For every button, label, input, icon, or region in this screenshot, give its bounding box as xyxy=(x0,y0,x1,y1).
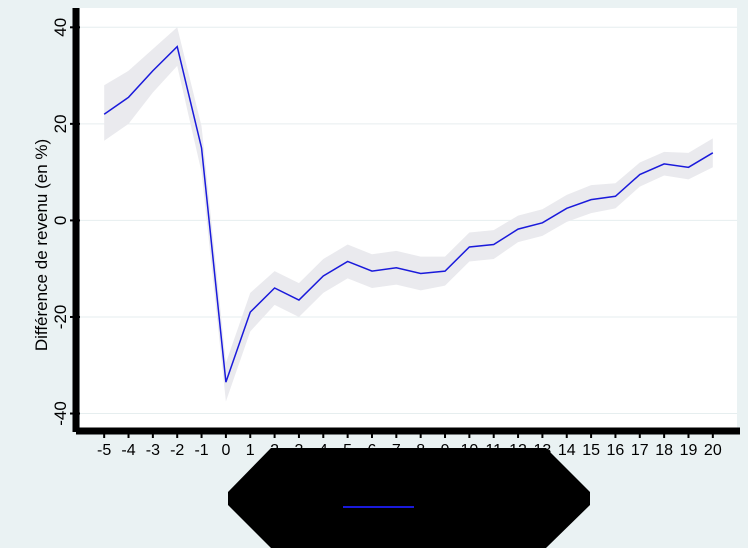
x-tick-label: -5 xyxy=(97,442,111,459)
y-tick-label: 40 xyxy=(51,18,70,37)
x-tick-label: 16 xyxy=(607,442,625,459)
x-tick-label: 0 xyxy=(221,442,230,459)
x-tick-label: 20 xyxy=(704,442,722,459)
y-tick-label: 0 xyxy=(51,216,70,225)
x-tick-label: -2 xyxy=(170,442,184,459)
x-tick-label: 19 xyxy=(680,442,698,459)
y-tick-label: 20 xyxy=(51,114,70,133)
x-tick-label: 17 xyxy=(631,442,649,459)
legend-box xyxy=(228,448,590,548)
x-tick-label: 14 xyxy=(558,442,576,459)
x-tick-label: -1 xyxy=(194,442,208,459)
confidence-bands xyxy=(104,27,713,402)
y-tick-label: -40 xyxy=(51,401,70,426)
x-tick-label: -4 xyxy=(121,442,135,459)
confidence-band xyxy=(104,27,713,402)
legend xyxy=(228,448,590,548)
series-lines xyxy=(103,45,714,383)
x-tick-label: 15 xyxy=(582,442,600,459)
y-axis-label: Différence de revenu (en %) xyxy=(32,139,51,351)
x-tick-label: 1 xyxy=(246,442,255,459)
x-tick-label: -3 xyxy=(146,442,160,459)
x-tick-label: 18 xyxy=(655,442,673,459)
y-tick-labels: 40 20 0 -20 -40 xyxy=(51,18,80,426)
grid-lines xyxy=(80,26,737,415)
series-line xyxy=(103,45,714,383)
y-tick-label: -20 xyxy=(51,305,70,330)
